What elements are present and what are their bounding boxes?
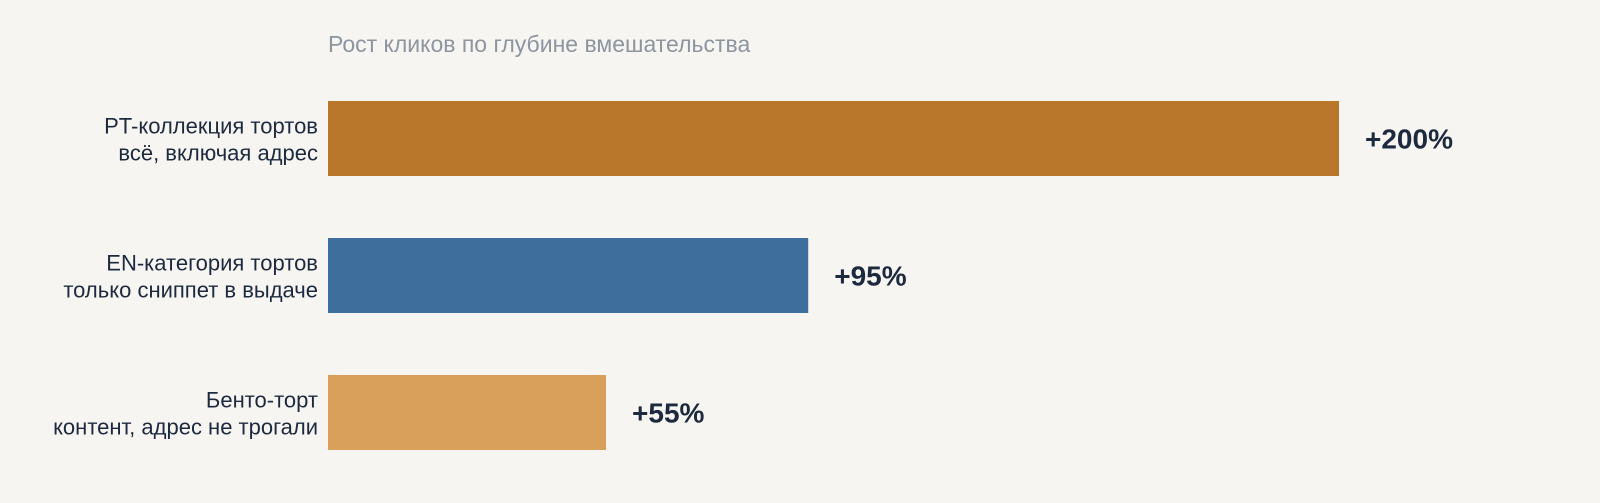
bar-1 — [328, 101, 1339, 176]
value-label-2: +95% — [834, 261, 906, 292]
chart-title: Рост кликов по глубине вмешательства — [328, 31, 750, 57]
category-label-3-line1: Бенто-торт — [206, 388, 318, 413]
category-label-1-line2: всё, включая адрес — [118, 141, 318, 166]
bar-2 — [328, 238, 809, 313]
bar-3 — [328, 375, 607, 450]
value-label-3: +55% — [632, 398, 704, 429]
category-label-1-line1: PT-коллекция тортов — [104, 114, 318, 139]
category-label-3-line2: контент, адрес не трогали — [53, 415, 318, 440]
category-label-2-line2: только сниппет в выдаче — [63, 278, 318, 303]
value-label-1: +200% — [1365, 124, 1453, 155]
category-label-2-line1: EN-категория тортов — [106, 251, 318, 276]
